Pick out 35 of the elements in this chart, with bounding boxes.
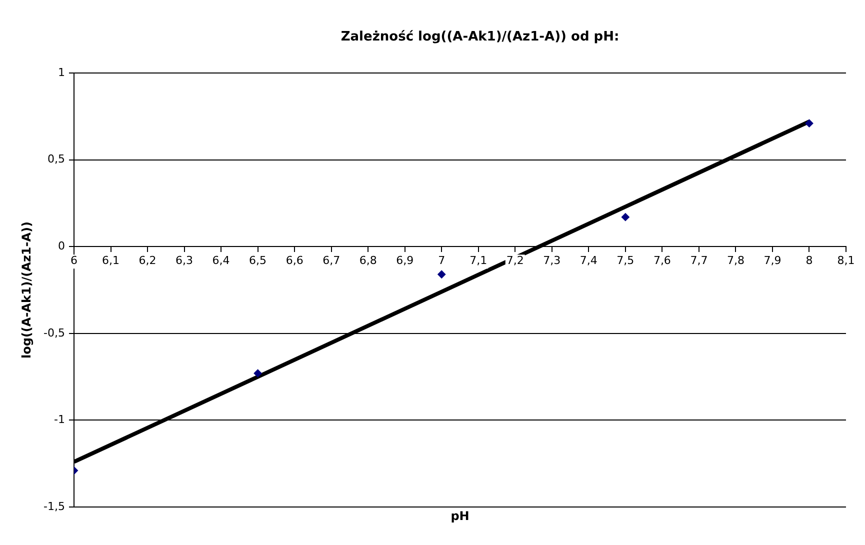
x-tick-label: 6,5 — [249, 254, 267, 267]
point — [438, 270, 446, 278]
x-tick-label: 7,9 — [764, 254, 782, 267]
y-tick-label: 0 — [58, 239, 65, 252]
x-tick-label: 7,5 — [616, 254, 634, 267]
x-tick-label: 7,4 — [580, 254, 598, 267]
x-tick-label: 8 — [806, 254, 813, 267]
x-tick-label: 6,6 — [286, 254, 304, 267]
x-tick-label: 7,8 — [726, 254, 744, 267]
x-tick-label: 6,2 — [138, 254, 156, 267]
x-tick-label: 6 — [70, 254, 78, 267]
x-tick-label: 8,1 — [837, 254, 855, 267]
x-tick-label: 6,1 — [102, 254, 120, 267]
y-tick-label: -1 — [54, 413, 65, 426]
x-tick-label: 7,7 — [690, 254, 708, 267]
x-tick-label: 6,4 — [212, 254, 230, 267]
point — [254, 369, 262, 378]
x-tick-label: 7,2 — [506, 254, 524, 267]
x-tick-label: 6,8 — [359, 254, 377, 267]
point — [805, 119, 814, 128]
y-tick-label: -1,5 — [44, 500, 65, 513]
x-tick-label: 7,3 — [543, 254, 561, 267]
x-tick-label: 7 — [438, 254, 446, 267]
x-axis-title: pH — [450, 509, 470, 524]
y-tick-label: 0,5 — [48, 152, 65, 166]
point — [621, 213, 630, 222]
x-tick-label: 7,6 — [653, 254, 671, 267]
x-tick-label: 6,7 — [322, 254, 340, 267]
x-tick-label: 6,9 — [396, 254, 414, 267]
x-tick-label: 6,3 — [176, 254, 194, 267]
y-axis-title: log((A-Ak1)/(Az1-A)) — [19, 221, 34, 359]
y-tick-label: -0,5 — [44, 326, 65, 340]
y-tick-label: 1 — [58, 66, 65, 79]
x-tick-label: 7,1 — [470, 254, 488, 267]
chart-title: Zależność log((A-Ak1)/(Az1-A)) od pH: — [340, 29, 620, 44]
